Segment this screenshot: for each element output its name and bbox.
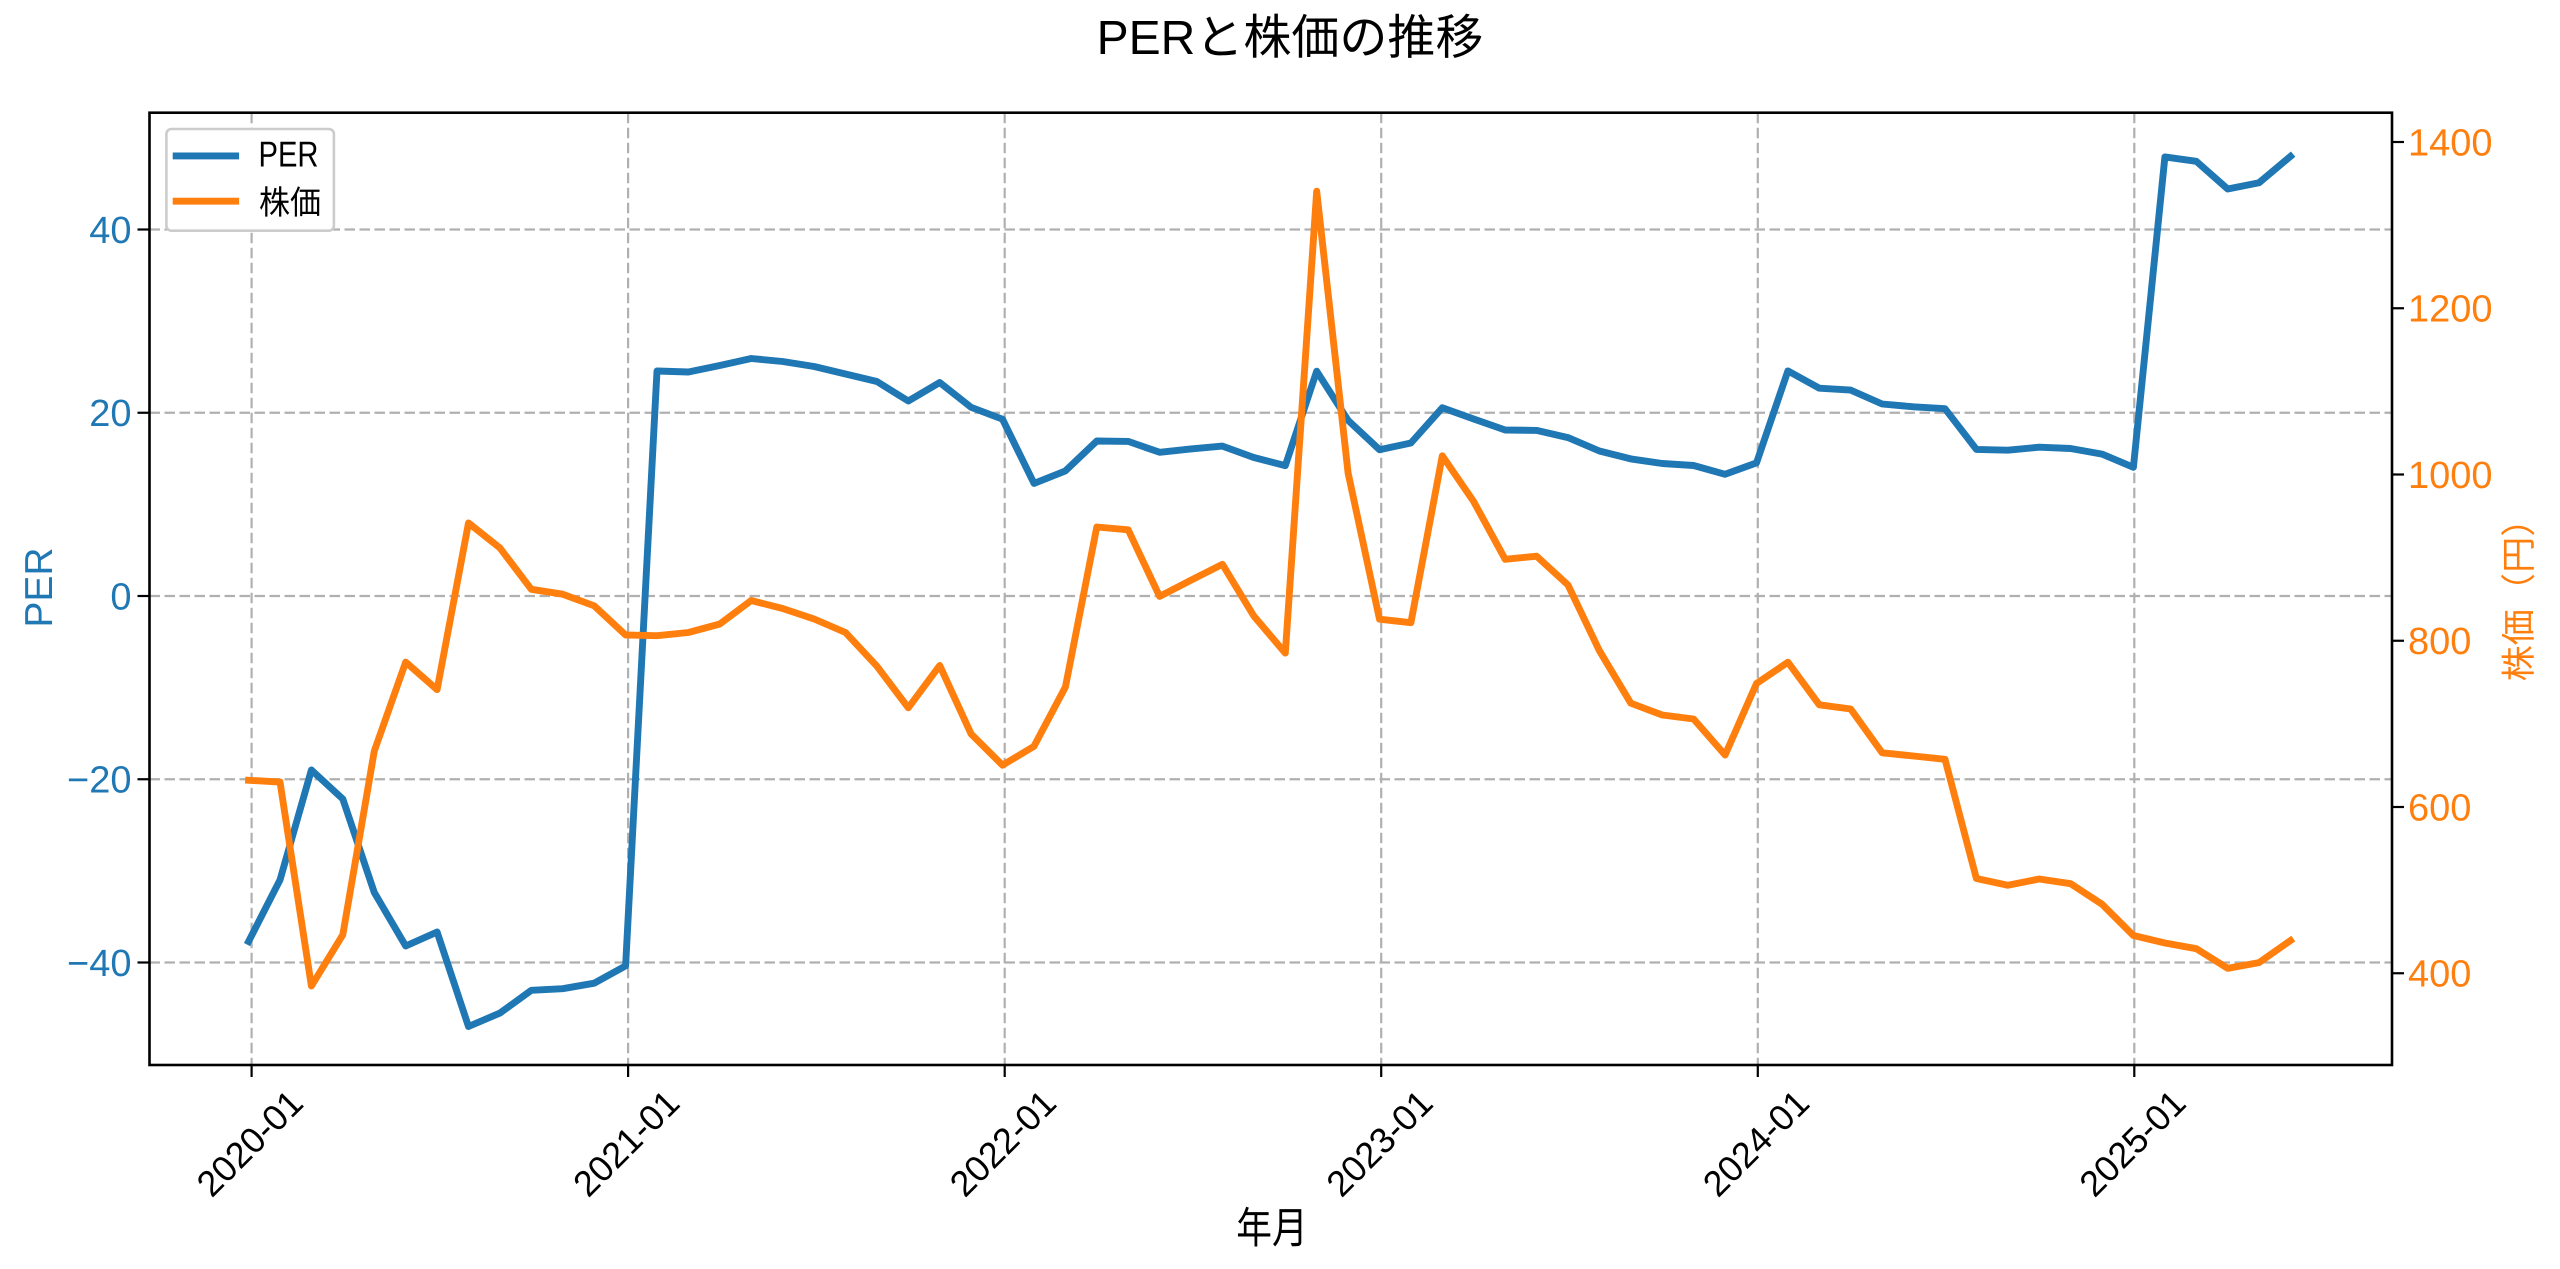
svg-text:1400: 1400 (2408, 122, 2493, 164)
svg-text:PER: PER (259, 133, 319, 174)
svg-text:株価（円）: 株価（円） (2500, 501, 2539, 682)
svg-text:0: 0 (110, 576, 131, 618)
svg-text:20: 20 (89, 393, 131, 435)
svg-text:1000: 1000 (2408, 455, 2493, 497)
svg-text:PER: PER (18, 547, 61, 627)
svg-text:40: 40 (89, 210, 131, 252)
svg-text:−20: −20 (67, 760, 131, 802)
svg-text:株価: 株価 (259, 184, 321, 221)
svg-text:400: 400 (2408, 954, 2471, 996)
svg-text:−40: −40 (67, 943, 131, 985)
svg-text:800: 800 (2408, 621, 2471, 663)
svg-text:PERと株価の推移: PERと株価の推移 (1097, 12, 1484, 65)
svg-text:600: 600 (2408, 787, 2471, 829)
svg-text:年月: 年月 (1236, 1205, 1307, 1253)
svg-text:1200: 1200 (2408, 289, 2493, 331)
